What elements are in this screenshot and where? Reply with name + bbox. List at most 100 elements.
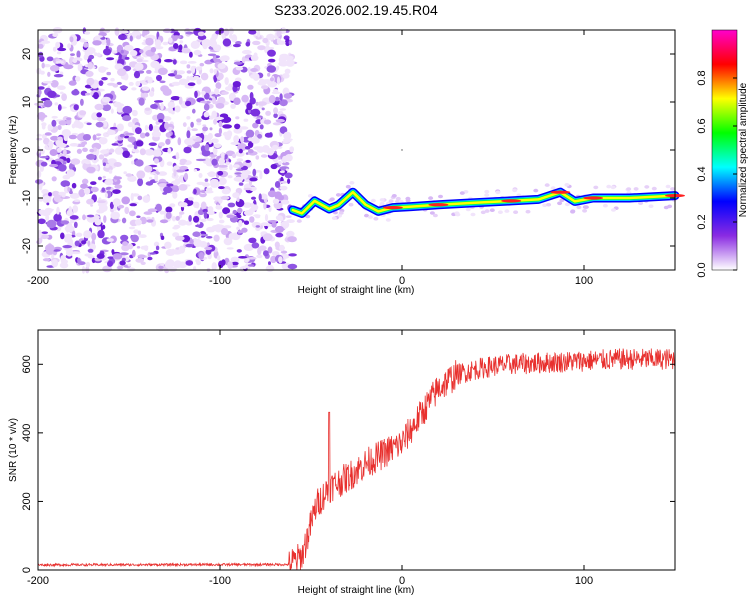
noise-speckle — [278, 160, 282, 165]
noise-speckle — [193, 169, 198, 172]
noise-speckle — [198, 252, 205, 260]
snr-series-line — [37, 348, 676, 571]
noise-speckle — [252, 40, 261, 46]
noise-speckle — [68, 238, 72, 247]
noise-speckle — [116, 81, 122, 85]
noise-speckle — [185, 100, 192, 107]
noise-speckle — [147, 76, 153, 84]
noise-speckle — [106, 37, 111, 47]
noise-speckle — [247, 264, 255, 267]
noise-speckle — [202, 182, 210, 187]
noise-speckle — [177, 70, 186, 75]
noise-speckle — [69, 192, 80, 199]
noise-speckle — [136, 170, 146, 179]
noise-speckle — [274, 181, 281, 188]
noise-speckle — [110, 50, 118, 54]
noise-speckle — [89, 243, 96, 251]
track-halo-speckle — [644, 185, 650, 189]
noise-speckle — [104, 192, 108, 198]
noise-speckle — [200, 100, 208, 104]
noise-speckle — [236, 226, 240, 231]
snr-y-tick-label: 0 — [21, 567, 33, 573]
colorbar-tick-label: 0.2 — [696, 214, 708, 229]
noise-speckle — [270, 255, 277, 264]
noise-speckle — [153, 241, 160, 247]
noise-speckle — [38, 183, 43, 191]
noise-speckle — [233, 61, 243, 65]
noise-speckle — [284, 172, 293, 179]
noise-speckle — [172, 216, 176, 222]
noise-speckle — [235, 151, 245, 157]
noise-speckle — [128, 226, 136, 230]
noise-speckle — [66, 169, 76, 177]
noise-speckle — [154, 39, 162, 48]
noise-speckle — [153, 46, 164, 50]
noise-speckle — [200, 201, 207, 210]
noise-speckle — [263, 250, 269, 257]
noise-speckle — [159, 219, 169, 224]
noise-speckle — [86, 153, 96, 160]
noise-speckle — [247, 257, 257, 260]
noise-speckle — [280, 221, 290, 229]
noise-speckle — [154, 158, 159, 164]
noise-speckle — [160, 103, 164, 111]
noise-speckle — [243, 118, 249, 122]
track-halo-speckle — [484, 209, 490, 213]
noise-speckle — [215, 102, 225, 109]
noise-speckle — [286, 230, 295, 237]
noise-speckle — [193, 188, 197, 195]
track-halo-speckle — [489, 208, 495, 212]
track-halo-speckle — [379, 201, 385, 206]
noise-speckle — [39, 156, 49, 159]
track-halo-speckle — [665, 184, 671, 189]
noise-speckle — [272, 144, 279, 150]
track-halo-speckle — [550, 186, 556, 190]
colorbar-ticks: 0.0 0.2 0.4 0.6 0.8 — [696, 70, 737, 278]
noise-speckle — [157, 171, 168, 176]
noise-speckle — [286, 154, 292, 159]
noise-speckle — [137, 195, 143, 201]
noise-speckle — [165, 132, 171, 138]
noise-speckle — [42, 195, 52, 204]
noise-speckle — [85, 92, 91, 96]
noise-speckle — [257, 45, 266, 51]
noise-speckle — [102, 265, 112, 273]
noise-speckle — [79, 110, 87, 116]
noise-speckle — [238, 255, 248, 259]
noise-speckle — [223, 237, 233, 246]
track-halo-speckle — [335, 193, 341, 197]
noise-speckle — [247, 149, 254, 154]
track-halo-speckle — [606, 184, 612, 189]
noise-speckle — [86, 77, 95, 86]
noise-speckle — [71, 182, 77, 189]
track-halo-speckle — [626, 187, 632, 191]
track-halo-speckle — [495, 190, 501, 195]
noise-speckle — [96, 112, 102, 118]
noise-speckle — [83, 141, 87, 145]
noise-speckle — [87, 248, 94, 253]
noise-speckle — [282, 140, 289, 144]
noise-speckle — [91, 232, 97, 241]
noise-speckle — [148, 142, 157, 146]
noise-speckle — [140, 261, 146, 265]
noise-speckle — [93, 215, 100, 220]
noise-speckle — [67, 186, 71, 192]
noise-speckle — [179, 40, 184, 44]
noise-speckle — [217, 255, 221, 261]
track-halo-speckle — [349, 181, 355, 185]
noise-speckle — [84, 253, 93, 257]
noise-speckle — [213, 44, 222, 52]
noise-speckle — [286, 219, 295, 224]
noise-speckle — [158, 183, 168, 188]
noise-speckle — [285, 168, 289, 171]
noise-speckle — [203, 103, 210, 111]
noise-speckle — [185, 243, 194, 248]
track-halo-speckle — [465, 207, 471, 212]
noise-speckle — [278, 61, 289, 67]
noise-speckle — [252, 168, 257, 177]
noise-speckle — [224, 154, 228, 160]
noise-speckle — [131, 87, 137, 91]
noise-speckle — [192, 231, 201, 237]
noise-speckle — [265, 110, 271, 116]
noise-speckle — [70, 251, 81, 255]
